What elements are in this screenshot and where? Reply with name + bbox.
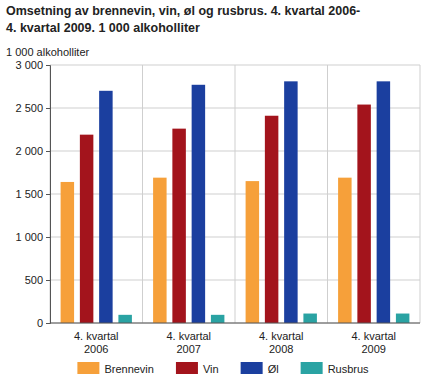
y-axis-line — [46, 66, 51, 324]
bars — [61, 81, 410, 323]
x-axis-line — [50, 323, 420, 324]
legend-swatch — [241, 362, 263, 374]
legend-item: Rusbrus — [301, 362, 369, 375]
legend-item: Brennevin — [77, 362, 154, 375]
y-tick-label: 1 000 — [15, 231, 43, 243]
y-tick-mark — [46, 108, 50, 109]
y-axis: 0 500 1 000 1 500 2 000 2 500 3 000 — [15, 59, 50, 329]
legend-swatch — [301, 362, 323, 374]
y-tick: 0 — [37, 317, 50, 329]
bar — [192, 85, 205, 323]
bar — [284, 81, 297, 323]
legend-label: Øl — [268, 363, 279, 375]
y-tick-label: 2 500 — [15, 102, 43, 114]
y-tick: 3 000 — [15, 59, 50, 71]
bar — [211, 315, 224, 323]
bar — [338, 178, 351, 323]
group-separator — [235, 65, 236, 323]
y-axis-title: 1 000 alkoholliter — [6, 46, 90, 58]
bar — [303, 314, 316, 323]
y-tick-mark — [46, 323, 50, 324]
bar — [172, 129, 185, 323]
bar — [61, 182, 74, 323]
bar — [99, 91, 112, 323]
y-tick-label: 2 000 — [15, 145, 43, 157]
y-tick: 1 500 — [15, 188, 50, 200]
bar — [396, 314, 409, 323]
bar — [246, 181, 259, 323]
bar — [118, 315, 131, 323]
group-separator — [327, 65, 328, 323]
y-tick-mark — [46, 194, 50, 195]
x-tick-label: 4. kvartal2007 — [166, 330, 211, 355]
y-tick: 2 500 — [15, 102, 50, 114]
group-separator — [420, 65, 421, 323]
y-tick: 500 — [25, 274, 50, 286]
x-tick-label: 4. kvartal2008 — [259, 330, 304, 355]
y-tick-label: 1 500 — [15, 188, 43, 200]
bar — [265, 116, 278, 323]
legend-label: Rusbrus — [328, 363, 369, 375]
legend-swatch — [77, 362, 99, 374]
y-tick: 2 000 — [15, 145, 50, 157]
legend: Brennevin Vin Øl Rusbrus — [77, 362, 369, 375]
y-tick-label: 0 — [37, 317, 43, 329]
chart: Omsetning av brennevin, vin, øl og rusbr… — [0, 0, 426, 389]
x-tick-label: 4. kvartal2006 — [74, 330, 119, 355]
bar — [153, 178, 166, 323]
legend-label: Vin — [203, 363, 219, 375]
title: Omsetning av brennevin, vin, øl og rusbr… — [6, 4, 360, 18]
legend-item: Vin — [176, 362, 219, 375]
x-tick-label: 4. kvartal2009 — [351, 330, 396, 355]
y-tick-mark — [46, 280, 50, 281]
legend-swatch — [176, 362, 198, 374]
y-tick-mark — [46, 65, 50, 66]
group-separator — [142, 65, 143, 323]
bar — [357, 105, 370, 323]
y-tick-mark — [46, 151, 50, 152]
bar — [80, 135, 93, 323]
y-tick-label: 3 000 — [15, 59, 43, 71]
y-tick: 1 000 — [15, 231, 50, 243]
y-tick-label: 500 — [25, 274, 43, 286]
title: 4. kvartal 2009. 1 000 alkoholliter — [6, 21, 200, 35]
grid-line — [50, 323, 420, 324]
bar — [377, 81, 390, 323]
y-tick-mark — [46, 237, 50, 238]
legend-label: Brennevin — [104, 363, 154, 375]
legend-item: Øl — [241, 362, 279, 375]
